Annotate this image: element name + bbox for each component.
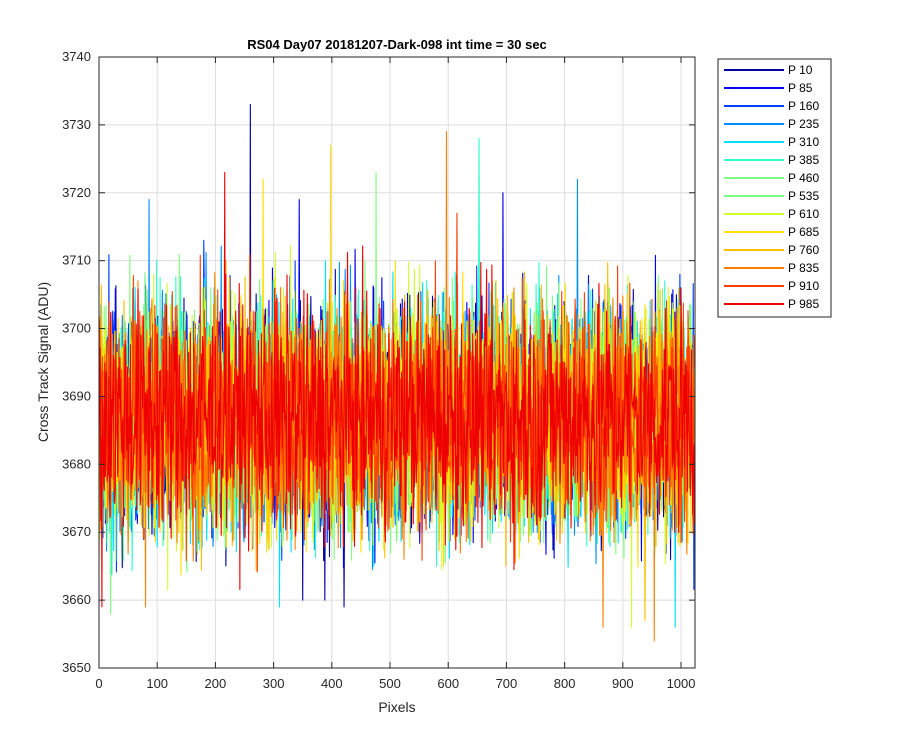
- legend-label: P 835: [788, 261, 819, 275]
- legend-label: P 685: [788, 225, 819, 239]
- axes-frame: [98, 56, 696, 669]
- x-tick-label: 0: [95, 676, 102, 691]
- legend-label: P 85: [788, 81, 813, 95]
- chart-title: RS04 Day07 20181207-Dark-098 int time = …: [247, 37, 547, 52]
- y-tick-label: 3740: [62, 49, 91, 64]
- y-tick-label: 3730: [62, 117, 91, 132]
- legend-label: P 535: [788, 189, 819, 203]
- x-tick-label: 900: [612, 676, 634, 691]
- legend-label: P 310: [788, 135, 819, 149]
- plot-area: [99, 103, 695, 642]
- legend-label: P 160: [788, 99, 819, 113]
- y-tick-label: 3670: [62, 524, 91, 539]
- y-tick-label: 3710: [62, 253, 91, 268]
- y-tick-label: 3680: [62, 456, 91, 471]
- legend-label: P 610: [788, 207, 819, 221]
- legend-label: P 385: [788, 153, 819, 167]
- y-tick-label: 3650: [62, 660, 91, 675]
- legend-label: P 910: [788, 279, 819, 293]
- legend: P 10 P 85 P 160 P 235 P 310 P 385 P 460 P 535 P …: [717, 58, 832, 318]
- x-tick-label: 300: [263, 676, 285, 691]
- legend-label: P 10: [788, 63, 813, 77]
- x-tick-label: 1000: [667, 676, 696, 691]
- x-tick-label: 600: [437, 676, 459, 691]
- y-axis-title: Cross Track Signal (ADU): [35, 282, 51, 442]
- x-tick-label: 700: [496, 676, 518, 691]
- legend-label: P 460: [788, 171, 819, 185]
- legend-box: [717, 58, 832, 318]
- x-tick-label: 400: [321, 676, 343, 691]
- y-tick-label: 3700: [62, 321, 91, 336]
- x-tick-label: 100: [146, 676, 168, 691]
- legend-label: P 760: [788, 243, 819, 257]
- x-tick-label: 800: [554, 676, 576, 691]
- y-tick-label: 3660: [62, 592, 91, 607]
- axis-ticks: 0 100 200 300 400 500 600 700 800 900 1000 3650 3660…: [62, 49, 695, 691]
- x-tick-label: 500: [379, 676, 401, 691]
- series-line-p985: [99, 171, 695, 608]
- legend-label: P 985: [788, 297, 819, 311]
- y-tick-label: 3690: [62, 388, 91, 403]
- legend-label: P 235: [788, 117, 819, 131]
- x-tick-label: 200: [205, 676, 227, 691]
- y-tick-label: 3720: [62, 185, 91, 200]
- x-axis-title: Pixels: [378, 699, 415, 715]
